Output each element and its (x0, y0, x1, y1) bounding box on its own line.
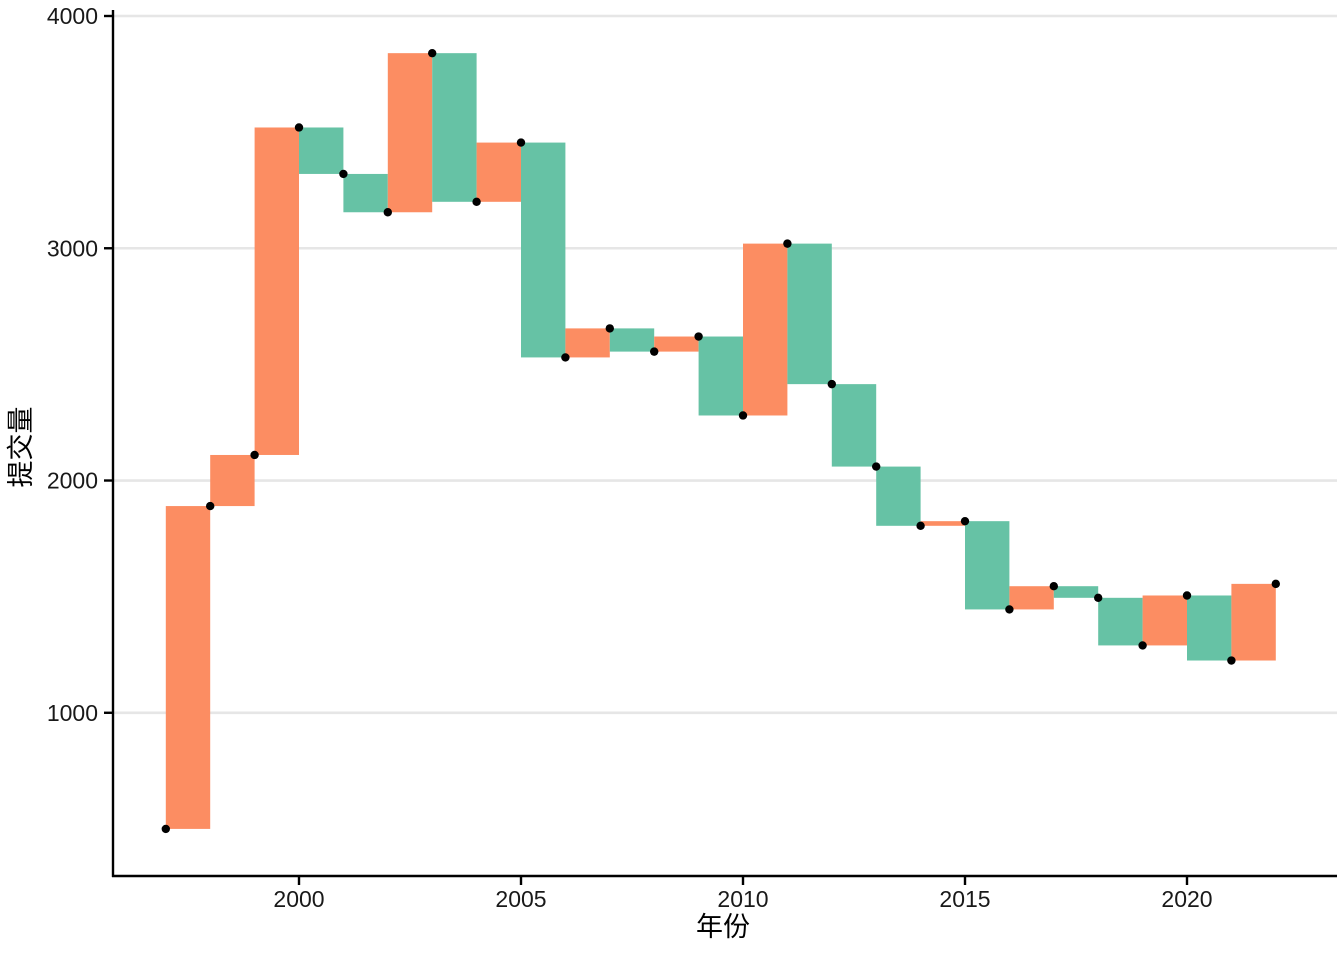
y-tick-label-4000: 4000 (47, 3, 98, 29)
waterfall-bar-2020 (1142, 595, 1187, 646)
data-point-2000 (294, 123, 304, 132)
data-point-2001 (339, 169, 348, 179)
waterfall-bar-2002 (343, 173, 388, 213)
waterfall-bar-2012 (787, 243, 832, 385)
data-point-2009 (694, 332, 703, 341)
data-point-2002 (383, 208, 392, 217)
waterfall-bar-2005 (476, 142, 521, 202)
waterfall-bar-2000 (254, 127, 299, 455)
data-point-2017 (1049, 581, 1059, 591)
waterfall-bar-1998 (165, 506, 211, 829)
waterfall-bar-2019 (1098, 597, 1143, 646)
data-point-2010 (738, 411, 748, 420)
data-point-2019 (1138, 641, 1147, 650)
waterfall-bar-2013 (831, 384, 877, 467)
data-point-2020 (1182, 591, 1192, 600)
data-point-2018 (1094, 593, 1103, 603)
waterfall-bar-2011 (743, 243, 788, 416)
data-point-2022 (1271, 579, 1281, 589)
data-point-2021 (1227, 656, 1236, 665)
y-tick-label-1000: 1000 (47, 700, 98, 726)
waterfall-bar-2003 (387, 53, 433, 213)
data-point-1997 (161, 824, 170, 834)
waterfall-bar-2016 (965, 521, 1010, 610)
data-point-2016 (1005, 605, 1014, 614)
data-point-2005 (516, 138, 526, 147)
x-tick-label-2015: 2015 (939, 886, 990, 912)
waterfall-bar-2006 (521, 142, 566, 358)
data-point-2013 (872, 462, 881, 471)
data-point-1999 (250, 450, 259, 460)
data-point-2011 (783, 239, 792, 248)
waterfall-bar-2007 (565, 328, 610, 358)
data-point-2015 (960, 516, 970, 526)
waterfall-bars (165, 53, 1276, 829)
data-point-2012 (827, 379, 836, 389)
data-point-2006 (561, 353, 570, 362)
data-point-markers (161, 48, 1281, 834)
waterfall-bar-2014 (876, 466, 921, 526)
waterfall-bar-2017 (1009, 586, 1054, 610)
waterfall-bar-2004 (432, 53, 477, 202)
y-tick-label-2000: 2000 (47, 468, 98, 494)
tick-labels: 1000 2000 3000 4000 2000 2005 2010 2015 2020 (47, 3, 1213, 912)
data-point-2008 (650, 347, 659, 356)
x-axis-title: 年份 (696, 912, 750, 942)
waterfall-bar-2021 (1187, 595, 1232, 661)
x-tick-label-2010: 2010 (717, 886, 768, 912)
y-axis-title: 提交量 (6, 407, 36, 488)
waterfall-bar-2001 (299, 127, 344, 174)
x-tick-label-2000: 2000 (273, 886, 324, 912)
waterfall-bar-2010 (698, 336, 743, 416)
axes (104, 10, 1337, 885)
y-tick-label-3000: 3000 (47, 235, 98, 261)
waterfall-bar-2018 (1053, 586, 1099, 598)
data-point-2004 (472, 197, 481, 207)
x-tick-label-2005: 2005 (495, 886, 546, 912)
waterfall-bar-2015 (920, 521, 965, 526)
waterfall-bar-1999 (210, 454, 255, 507)
data-point-2007 (605, 324, 614, 333)
data-point-2003 (428, 48, 437, 58)
data-point-1998 (206, 501, 215, 511)
x-tick-label-2020: 2020 (1161, 886, 1212, 912)
waterfall-bar-2022 (1231, 583, 1276, 661)
data-point-2014 (916, 521, 925, 531)
waterfall-bar-2008 (609, 328, 655, 352)
gridlines (114, 14, 1337, 715)
waterfall-bar-2009 (654, 336, 699, 352)
